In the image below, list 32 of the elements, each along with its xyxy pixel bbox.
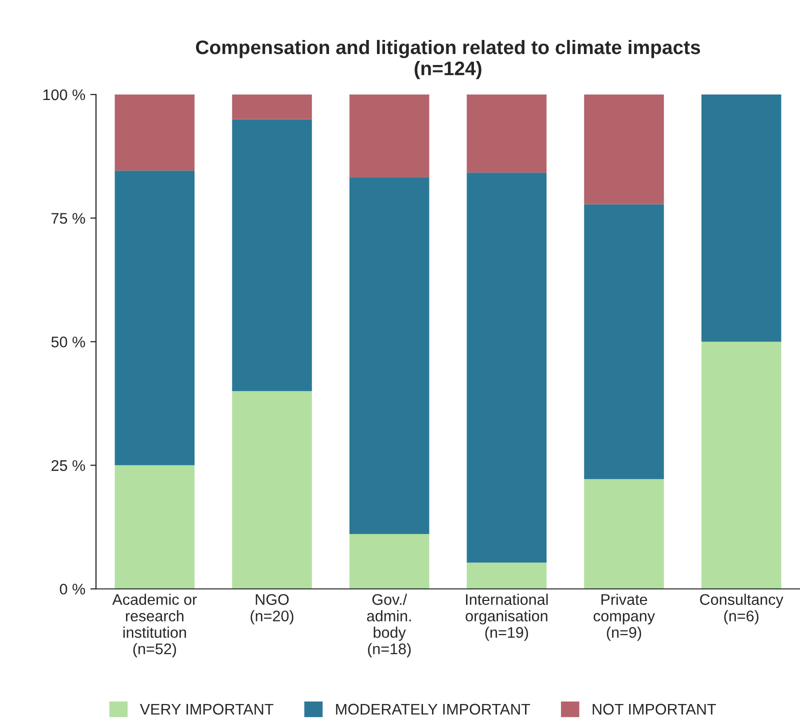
x-tick-label: Gov./ admin. body (n=18) (367, 594, 411, 658)
y-tick-label: 50 % (51, 336, 86, 348)
bar (584, 479, 664, 589)
bar (466, 562, 547, 589)
bar (114, 465, 195, 589)
y-tick-label: 100 % (43, 89, 86, 100)
x-tick-label: Academic or research institution (n=52) (112, 594, 197, 658)
x-tick-label: International organisation (n=19) (466, 594, 548, 641)
y-tick-label: 75 % (52, 213, 86, 224)
y-tick-label: 25 % (52, 460, 86, 471)
y-tick-label: 0 % (60, 584, 86, 595)
bar (114, 94, 195, 171)
bar (349, 94, 430, 178)
legend-label: NOT IMPORTANT (592, 704, 716, 715)
chart-title: Compensation and litigation related to climate impacts (n=124) (196, 40, 700, 80)
bar (114, 170, 195, 466)
bar (466, 94, 547, 173)
bar (232, 94, 312, 120)
x-tick-label: NGO (n=20) (250, 594, 294, 624)
bar (232, 391, 312, 589)
bar (349, 177, 430, 534)
bar (701, 94, 782, 342)
legend-label: MODERATELY IMPORTANT (336, 704, 530, 715)
bar (466, 172, 547, 563)
bar (584, 94, 664, 204)
legend-label: VERY IMPORTANT (140, 704, 274, 715)
bar (584, 204, 664, 480)
x-tick-label: Private company (n=9) (594, 594, 655, 641)
bar (349, 534, 430, 589)
bar (232, 119, 312, 392)
bar (701, 342, 782, 589)
x-tick-label: Consultancy (n=6) (700, 594, 784, 624)
